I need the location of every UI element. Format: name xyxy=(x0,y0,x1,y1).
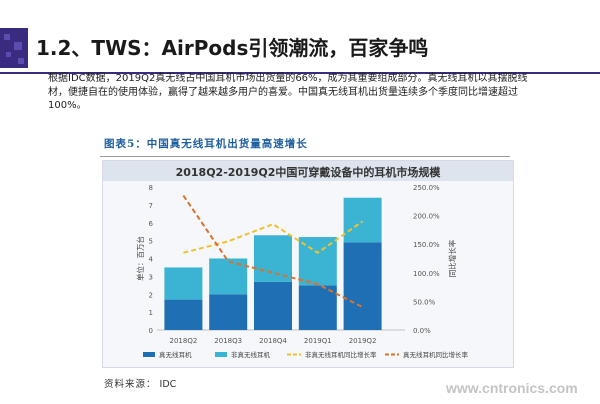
y-tick-label: 8 xyxy=(149,184,153,192)
legend-label: 非真无线耳机同比增长率 xyxy=(305,350,377,359)
chart-canvas: 0 1 2 3 4 5 6 7 8 0.0% 50.0% 100.0% 150.0% 200.0% 250.… xyxy=(135,184,469,359)
bar-non-true-wireless xyxy=(254,235,292,282)
y2-tick-label: 100.0% xyxy=(413,270,440,278)
bar-true-wireless xyxy=(164,299,203,330)
header-accent-mark xyxy=(0,28,28,68)
chart-title: 2018Q2-2019Q2中国可穿戴设备中的耳机市场规模 xyxy=(175,166,441,179)
bar-true-wireless xyxy=(343,242,382,330)
growth-line xyxy=(182,195,364,309)
x-tick-label: 2018Q2 xyxy=(170,337,198,345)
legend-label: 真无线耳机 xyxy=(159,350,192,359)
y2-tick-label: 250.0% xyxy=(413,184,440,192)
y-tick-label: 2 xyxy=(149,291,153,299)
x-tick-label: 2019Q2 xyxy=(349,337,377,345)
y-axis-title: 单位：百万台 xyxy=(135,236,145,281)
bar-non-true-wireless xyxy=(343,197,382,243)
x-tick-label: 2018Q3 xyxy=(214,337,242,345)
x-tick-label: 2019Q1 xyxy=(304,337,332,345)
y-tick-label: 1 xyxy=(149,309,153,317)
slide-header: 1.2、TWS：AirPods引领潮流，百家争鸣 xyxy=(0,28,600,74)
legend-label: 真无线耳机同比增长率 xyxy=(403,350,469,359)
source-note: 资料来源： IDC xyxy=(104,376,176,390)
bar-true-wireless xyxy=(298,285,337,330)
y2-tick-label: 150.0% xyxy=(413,241,440,249)
y-tick-label: 0 xyxy=(149,327,153,335)
y-tick-label: 3 xyxy=(149,273,153,281)
x-tick-label: 2018Q4 xyxy=(259,337,287,345)
intro-paragraph: 根据IDC数据，2019Q2真无线占中国耳机市场出货量的66%，成为其重要组成部… xyxy=(48,73,528,111)
slide-title: 1.2、TWS：AirPods引领潮流，百家争鸣 xyxy=(36,36,429,60)
bar-true-wireless xyxy=(209,294,248,330)
legend-swatch xyxy=(143,352,155,357)
chart-title-bar: 2018Q2-2019Q2中国可穿戴设备中的耳机市场规模 xyxy=(103,161,513,181)
source-value: IDC xyxy=(159,379,177,390)
source-label: 资料来源： xyxy=(104,379,157,390)
y-tick-label: 6 xyxy=(149,220,154,228)
y2-axis-title: 同比增长率 xyxy=(447,239,457,277)
chart-panel: 2018Q2-2019Q2中国可穿戴设备中的耳机市场规模 0 1 2 3 4 5 6 7 8 0.… xyxy=(102,160,514,368)
legend-label: 非真无线耳机 xyxy=(231,350,271,359)
bar-non-true-wireless xyxy=(209,258,248,295)
figure-label: 图表5：中国真无线耳机出货量高速增长 xyxy=(104,138,308,150)
header-divider xyxy=(0,72,600,74)
legend-swatch xyxy=(215,352,227,357)
watermark-text: www.cntronics.com xyxy=(446,380,578,396)
y-tick-label: 5 xyxy=(149,238,153,246)
bar-non-true-wireless xyxy=(164,267,203,300)
y2-tick-label: 200.0% xyxy=(413,213,440,221)
bar-true-wireless xyxy=(254,281,292,330)
y-tick-label: 4 xyxy=(149,256,154,264)
y-tick-label: 7 xyxy=(149,202,153,210)
figure-divider xyxy=(100,156,510,157)
y2-tick-label: 50.0% xyxy=(413,298,436,306)
y2-tick-label: 0.0% xyxy=(413,327,431,335)
